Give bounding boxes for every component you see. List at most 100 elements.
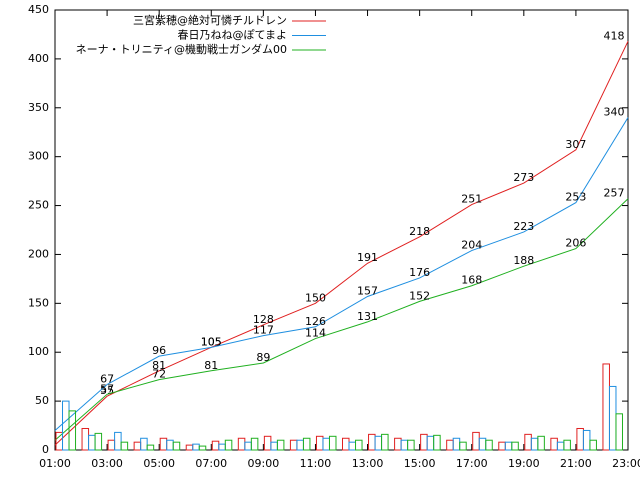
bar: [114, 431, 122, 451]
bar: [420, 433, 428, 451]
bar: [407, 439, 415, 451]
data-label: 307: [565, 138, 586, 151]
data-label: 418: [604, 29, 625, 42]
bar: [459, 441, 467, 451]
bar: [244, 441, 252, 451]
bar: [426, 435, 435, 451]
bar: [146, 444, 155, 451]
bar: [615, 413, 623, 451]
y-tick-label: 300: [28, 150, 49, 163]
data-label: 126: [305, 315, 326, 328]
bar: [608, 385, 617, 451]
bar: [270, 441, 278, 451]
bar: [68, 410, 77, 451]
line: [54, 41, 629, 446]
bar: [342, 437, 350, 451]
plot-border: [54, 9, 629, 451]
bar: [550, 437, 558, 451]
data-label: 157: [357, 284, 378, 297]
bar: [289, 439, 298, 451]
data-label: 96: [152, 344, 166, 357]
bar: [192, 443, 200, 451]
y-tick-label: 450: [28, 3, 49, 16]
bar: [218, 443, 226, 451]
data-label: 57: [100, 382, 114, 395]
bar: [211, 440, 220, 451]
bar: [374, 435, 383, 451]
bar: [133, 441, 142, 451]
data-label: 89: [256, 351, 270, 364]
bar: [94, 432, 103, 451]
bar: [198, 445, 207, 451]
data-label: 223: [513, 220, 534, 233]
data-label: 152: [409, 289, 430, 302]
bar: [602, 363, 610, 451]
bar: [381, 433, 389, 451]
bar: [524, 433, 532, 451]
x-tick-label: 03:00: [91, 457, 123, 470]
bar: [107, 439, 116, 451]
data-label: 105: [201, 335, 222, 348]
x-tick-label: 15:00: [404, 457, 436, 470]
bar: [263, 435, 272, 451]
bar: [322, 437, 330, 451]
bar: [472, 431, 480, 451]
legend-label: 春日乃ねね@ぽてまよ: [178, 29, 287, 42]
x-tick-label: 17:00: [456, 457, 488, 470]
bar: [185, 444, 194, 451]
data-label: 206: [565, 237, 586, 250]
data-label: 117: [253, 324, 274, 337]
bar: [302, 437, 311, 451]
data-label: 191: [357, 251, 378, 264]
x-tick-label: 13:00: [352, 457, 384, 470]
data-label: 188: [513, 254, 534, 267]
bar: [478, 437, 487, 451]
line: [54, 117, 629, 431]
bar: [120, 441, 129, 451]
data-label: 257: [604, 187, 625, 200]
bar: [140, 437, 148, 451]
bar: [368, 433, 376, 451]
data-label: 340: [604, 106, 625, 119]
data-label: 176: [409, 266, 430, 279]
bar: [433, 434, 441, 451]
data-label: 131: [357, 310, 378, 323]
data-label: 105: [201, 335, 222, 348]
data-label: 273: [513, 171, 534, 184]
bar: [250, 437, 259, 451]
legend-label: 三宮紫穂@絶対可憐チルドレン: [133, 13, 287, 27]
legend-label: ネーナ・トリニティ@機動戦士ガンダム00: [76, 42, 287, 56]
bar: [224, 439, 233, 451]
data-label: 168: [461, 274, 482, 287]
y-tick-label: 50: [35, 394, 49, 407]
y-tick-label: 250: [28, 199, 49, 212]
bar: [394, 437, 402, 451]
bar: [589, 439, 597, 451]
bar: [296, 439, 304, 451]
data-label: 72: [152, 368, 166, 381]
bar: [62, 400, 70, 451]
bar: [498, 441, 506, 451]
bar: [81, 427, 90, 451]
data-label: 218: [409, 225, 430, 238]
x-tick-label: 11:00: [300, 457, 332, 470]
bar: [576, 427, 584, 451]
bar: [452, 437, 461, 451]
data-label: 128: [253, 313, 274, 326]
y-tick-label: 0: [42, 443, 49, 456]
bar: [328, 435, 337, 451]
line: [54, 198, 629, 441]
x-tick-label: 05:00: [143, 457, 175, 470]
y-tick-label: 150: [28, 296, 49, 309]
bar: [315, 435, 324, 451]
bar: [355, 439, 363, 451]
data-label: 81: [152, 359, 166, 372]
bar: [563, 439, 571, 451]
bar: [237, 437, 246, 451]
bar: [511, 441, 519, 451]
x-tick-label: 01:00: [39, 457, 71, 470]
bar: [537, 435, 545, 451]
bar: [530, 437, 539, 451]
bar: [166, 439, 174, 451]
bar: [504, 441, 513, 451]
